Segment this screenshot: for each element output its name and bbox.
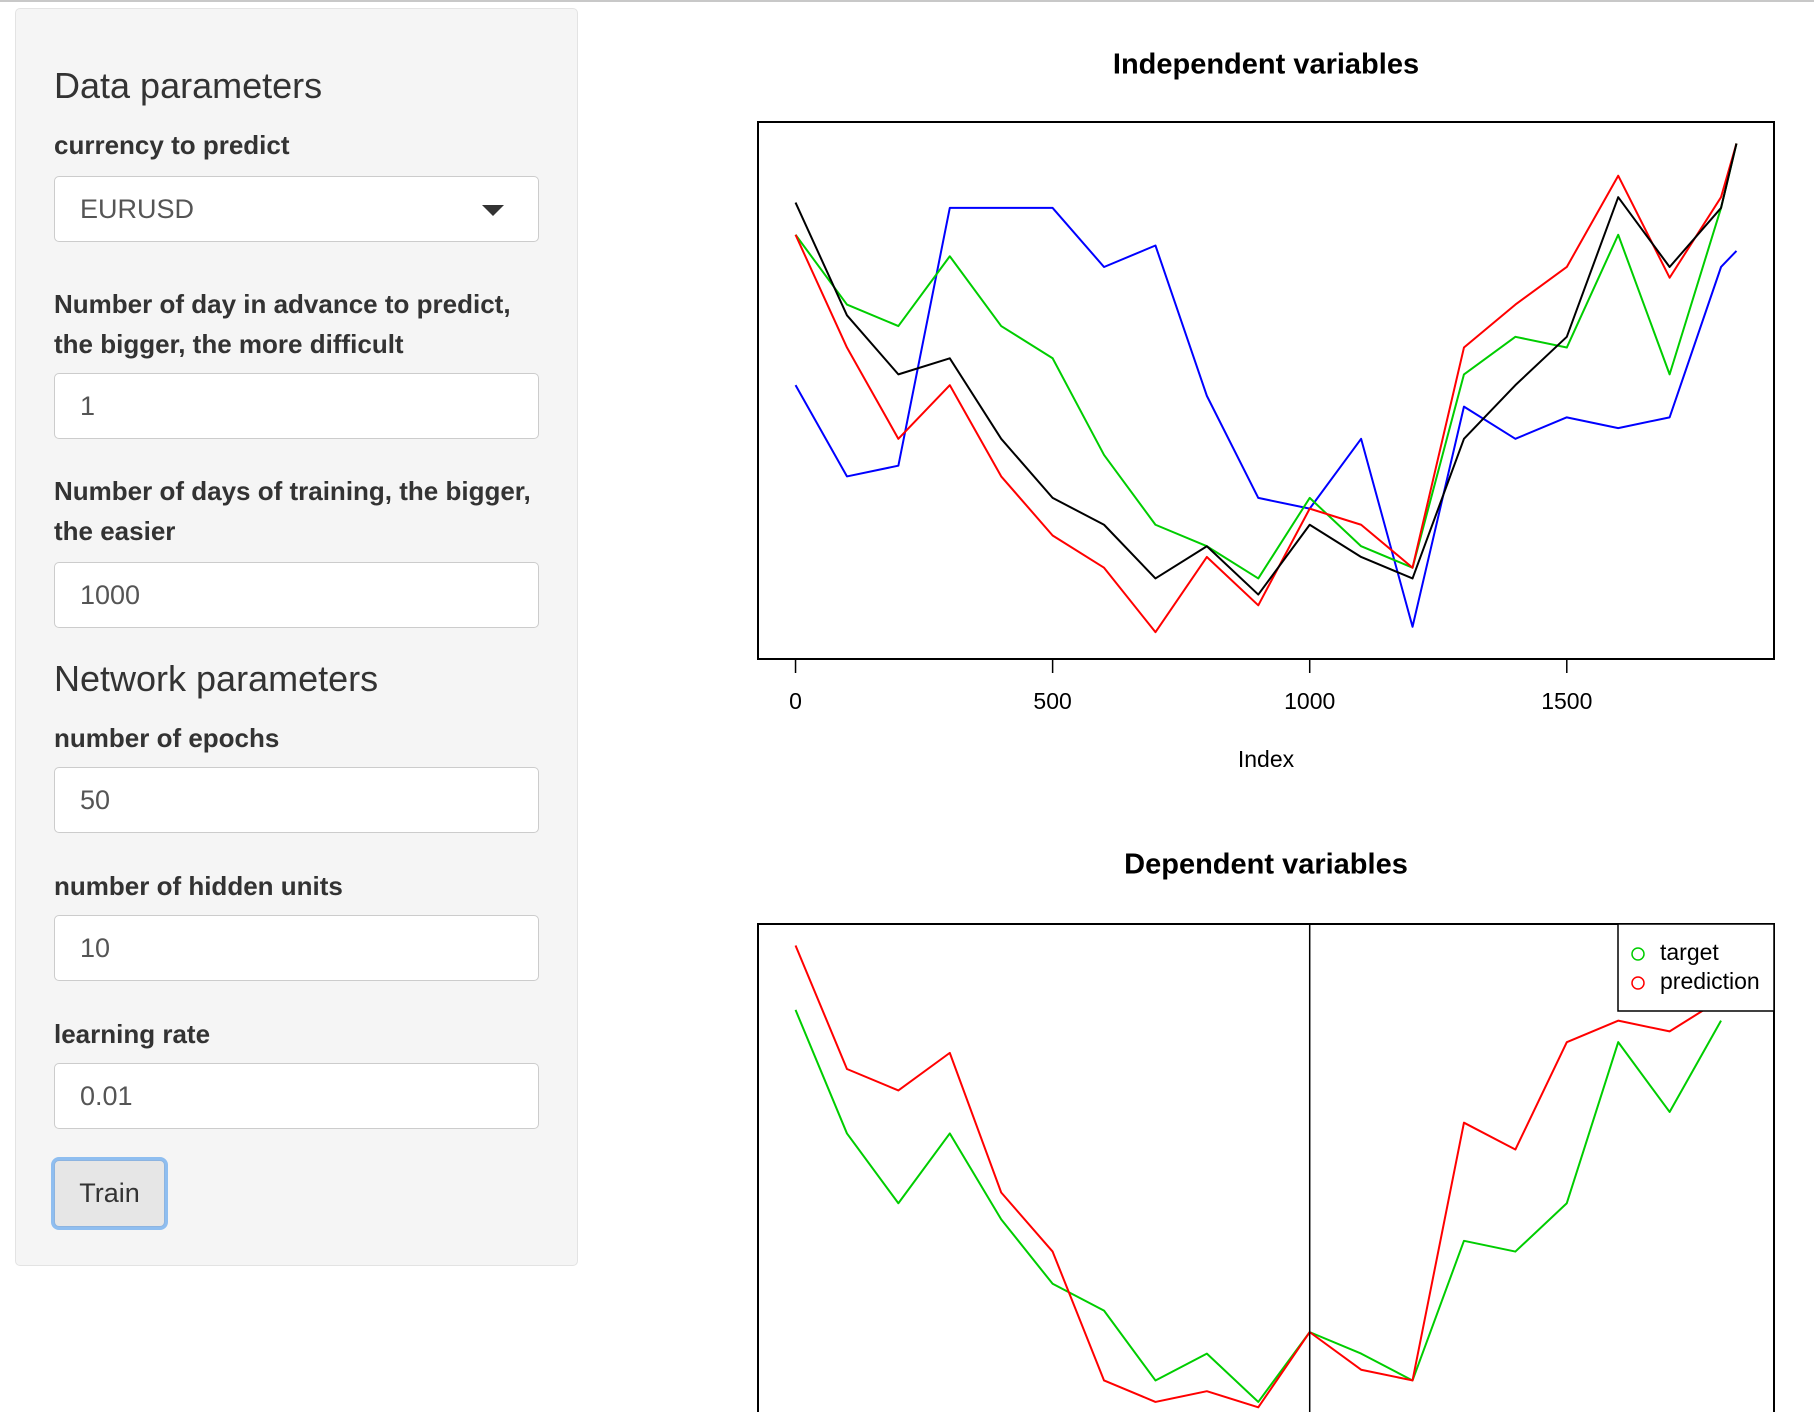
currency-select[interactable]: EURUSD	[54, 176, 539, 242]
train-button[interactable]: Train	[54, 1160, 165, 1227]
x-axis-label: Index	[1238, 746, 1295, 772]
days-ahead-input[interactable]: 1	[54, 373, 539, 439]
chart-title: Dependent variables	[1124, 849, 1408, 881]
data-line	[794, 206, 1738, 628]
field-label: Number of days of training, the bigger, …	[54, 476, 531, 546]
x-tick-label: 1000	[1284, 688, 1335, 714]
field-label: number of epochs	[54, 723, 280, 753]
chart-title: Independent variables	[1113, 49, 1419, 81]
section-heading: Data parameters	[54, 65, 323, 106]
field-label: learning rate	[54, 1019, 211, 1049]
legend-marker	[1631, 947, 1645, 961]
legend-marker	[1631, 976, 1645, 990]
select-value: EURUSD	[80, 194, 195, 224]
data-line	[794, 143, 1738, 596]
data-line	[794, 945, 1722, 1409]
legend-label: prediction	[1660, 968, 1760, 994]
x-tick-label: 500	[1033, 688, 1071, 714]
training-days-input[interactable]: 1000	[54, 562, 539, 628]
sidebar-panel: Data parameters currency to predict EURU…	[15, 8, 578, 1266]
legend-label: target	[1660, 939, 1719, 965]
dropdown-caret	[482, 205, 504, 216]
data-line	[794, 143, 1738, 580]
section-heading: Network parameters	[54, 658, 379, 699]
legend-box	[1617, 923, 1775, 1012]
field-label: currency to predict	[54, 130, 290, 160]
data-line	[794, 1009, 1722, 1403]
field-label: Number of day in advance to predict, the…	[54, 289, 511, 359]
learning-rate-input[interactable]: 0.01	[54, 1063, 539, 1129]
data-line	[794, 143, 1738, 634]
x-tick-label: 0	[789, 688, 802, 714]
x-tick-label: 1500	[1541, 688, 1592, 714]
plot-box	[757, 923, 1775, 1412]
field-label: number of hidden units	[54, 871, 343, 901]
epochs-input[interactable]: 50	[54, 767, 539, 833]
hidden-units-input[interactable]: 10	[54, 915, 539, 981]
